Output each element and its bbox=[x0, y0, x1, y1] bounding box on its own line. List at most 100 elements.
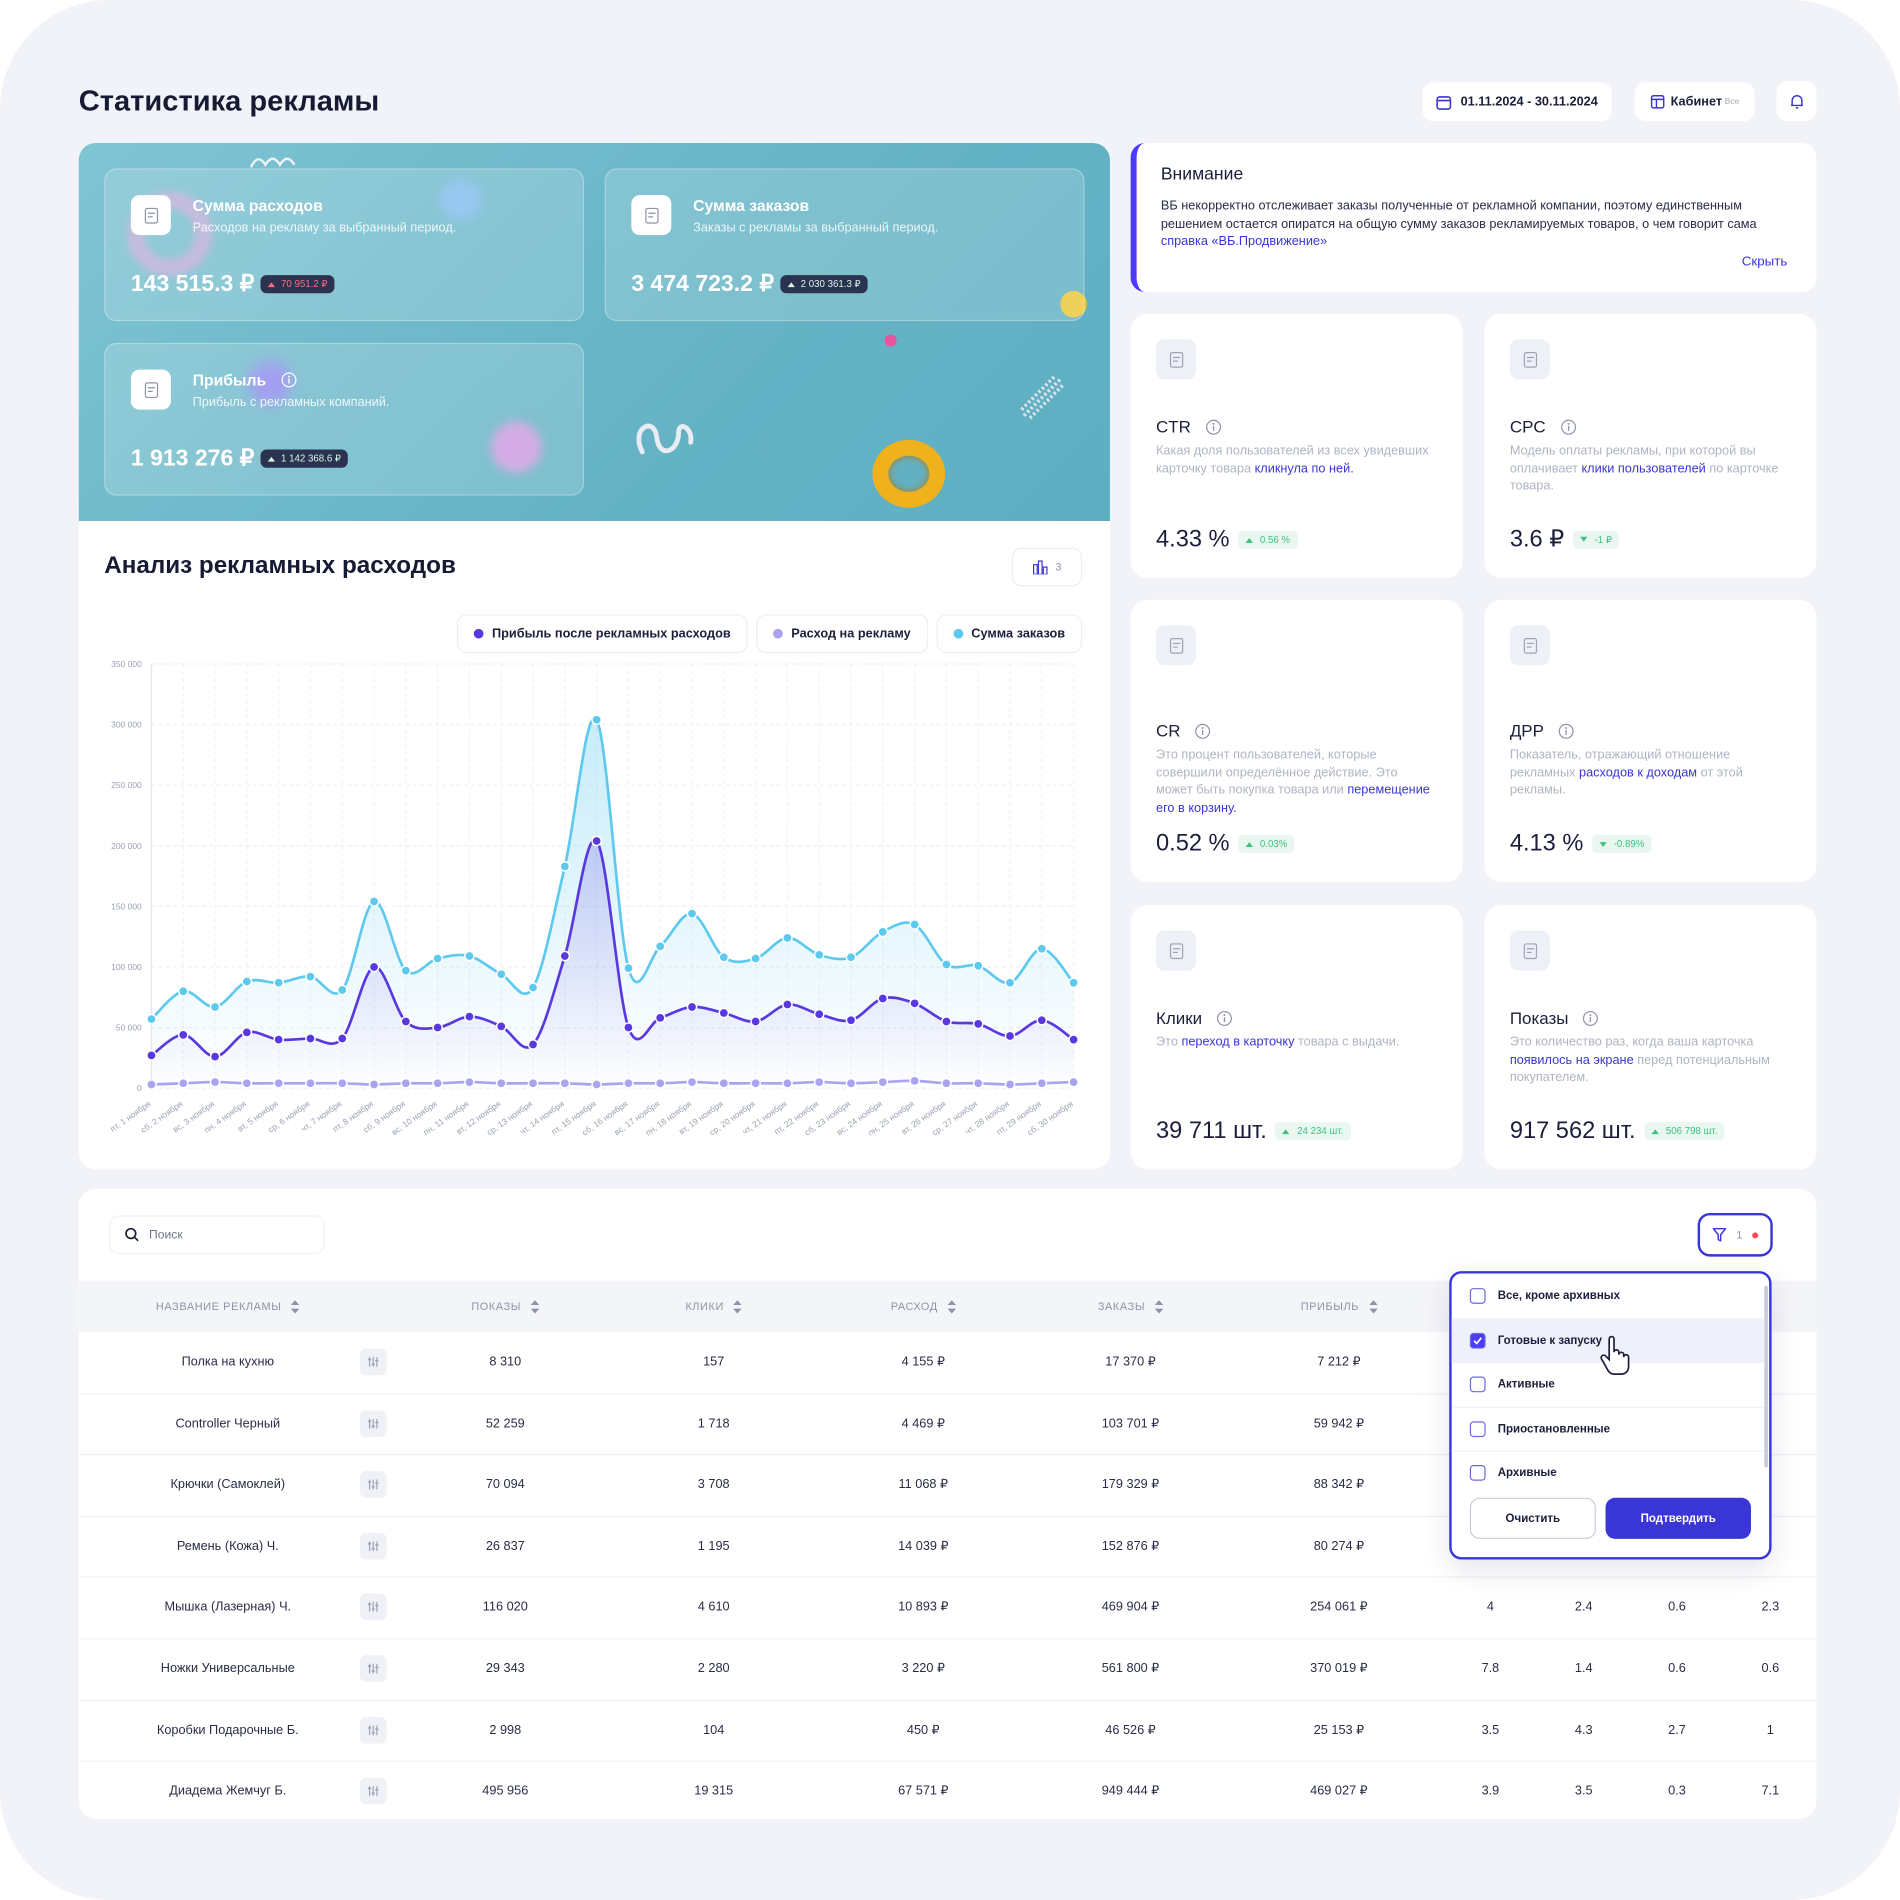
row-divider bbox=[78, 1699, 1817, 1701]
filter-option[interactable]: Приостановленные bbox=[1451, 1406, 1765, 1450]
description-link[interactable]: кликнула по ней. bbox=[1254, 461, 1354, 476]
column-header-text: КЛИКИ bbox=[685, 1300, 724, 1313]
data-point bbox=[559, 950, 571, 962]
summary-delta-text: 2 030 361.3 ₽ bbox=[800, 278, 861, 290]
summary-card: Сумма расходов Расходов на рекламу за выб… bbox=[104, 168, 585, 322]
data-point bbox=[941, 1016, 952, 1027]
date-picker[interactable]: 01.11.2024 - 30.11.2024 bbox=[1422, 82, 1612, 122]
table-cell: 1 195 bbox=[697, 1538, 730, 1554]
clear-button[interactable]: Очистить bbox=[1469, 1497, 1596, 1539]
table-cell: 2.4 bbox=[1574, 1599, 1593, 1615]
table-cell: 3 220 ₽ bbox=[901, 1661, 946, 1676]
column-header-text: НАЗВАНИЕ РЕКЛАМЫ bbox=[155, 1300, 282, 1313]
data-point bbox=[1004, 1030, 1016, 1042]
column-header[interactable]: НАЗВАНИЕ РЕКЛАМЫ bbox=[82, 1281, 373, 1332]
filter-option[interactable]: Готовые к запуску bbox=[1451, 1317, 1765, 1362]
metric-card: CTR Какая доля пользователей из всех увид… bbox=[1130, 313, 1463, 578]
decor bbox=[490, 421, 542, 473]
sliders-icon bbox=[368, 1357, 379, 1367]
sliders-icon bbox=[368, 1663, 379, 1674]
table-cell: 0.6 bbox=[1668, 1661, 1686, 1676]
row-settings-button[interactable] bbox=[359, 1655, 387, 1682]
legend-swatch bbox=[773, 628, 783, 639]
cabinet-select[interactable]: Кабинет Все bbox=[1634, 82, 1755, 122]
data-point bbox=[591, 1079, 602, 1090]
row-divider bbox=[78, 1576, 1817, 1579]
search-input[interactable]: Поиск bbox=[109, 1215, 325, 1255]
row-settings-button[interactable] bbox=[359, 1593, 387, 1621]
row-settings-button[interactable] bbox=[359, 1777, 387, 1805]
data-point bbox=[400, 1016, 412, 1027]
metric-value: 39 711 шт. bbox=[1155, 1117, 1267, 1144]
sort-down bbox=[1154, 1308, 1164, 1313]
data-point bbox=[368, 1079, 380, 1090]
delta-arrow bbox=[267, 281, 275, 287]
decor bbox=[1020, 375, 1064, 420]
info-dot bbox=[1212, 422, 1215, 425]
description-after: товара с выдачи. bbox=[1294, 1034, 1400, 1050]
card-icon bbox=[1523, 351, 1537, 368]
legend-item[interactable]: Прибыль после рекламных расходов bbox=[456, 614, 748, 654]
description-link[interactable]: переход в карточку bbox=[1181, 1034, 1295, 1050]
row-settings-button[interactable] bbox=[359, 1471, 387, 1498]
data-point bbox=[941, 959, 952, 970]
confirm-button[interactable]: Подтвердить bbox=[1605, 1497, 1751, 1539]
legend-item[interactable]: Расход на рекламу bbox=[756, 614, 928, 654]
column-header[interactable]: ПОКАЗЫ bbox=[360, 1281, 651, 1332]
row-settings-button[interactable] bbox=[359, 1409, 387, 1437]
data-point bbox=[336, 984, 348, 996]
metric-value-row: 4.13 % -0.89% bbox=[1510, 830, 1652, 858]
data-point bbox=[368, 961, 380, 973]
checkbox bbox=[1469, 1376, 1486, 1393]
filter-option[interactable]: Все, кроме архивных bbox=[1452, 1274, 1765, 1318]
description-link[interactable]: появилось на экране bbox=[1509, 1052, 1634, 1067]
row-settings-button[interactable] bbox=[359, 1716, 387, 1744]
delta-arrow bbox=[1599, 841, 1607, 847]
metric-icon bbox=[1509, 930, 1550, 971]
row-settings-button[interactable] bbox=[359, 1532, 387, 1560]
scrollbar bbox=[1764, 1285, 1768, 1468]
data-point bbox=[241, 1027, 253, 1038]
column-header[interactable]: КЛИКИ bbox=[568, 1281, 859, 1332]
notice-link[interactable]: справка «ВБ.Продвижение» bbox=[1160, 233, 1328, 249]
data-point bbox=[464, 950, 475, 962]
legend-swatch bbox=[473, 628, 484, 639]
description-link[interactable]: расходов к доходам bbox=[1579, 765, 1698, 780]
summary-subtitle: Расходов на рекламу за выбранный период. bbox=[192, 220, 457, 236]
y-tick-label: 150 000 bbox=[111, 901, 142, 911]
icon-shape bbox=[1169, 351, 1183, 368]
column-header[interactable]: ПРИБЫЛЬ bbox=[1194, 1281, 1485, 1332]
sort-icon bbox=[733, 1299, 743, 1313]
metric-delta: -0.89% bbox=[1591, 834, 1652, 854]
summary-subtitle: Заказы с рекламы за выбранный период. bbox=[693, 220, 939, 236]
table-cell: 3.5 bbox=[1574, 1783, 1593, 1799]
row-settings-button[interactable] bbox=[359, 1348, 387, 1376]
info-circle bbox=[1205, 419, 1221, 435]
info-dot bbox=[1201, 727, 1204, 729]
notice-hide[interactable]: Скрыть bbox=[1741, 254, 1788, 270]
table-cell: 104 bbox=[703, 1722, 725, 1738]
checkbox bbox=[1469, 1287, 1486, 1304]
chart-type-button[interactable]: 3 bbox=[1011, 547, 1083, 587]
data-point bbox=[432, 953, 443, 964]
notifications-button[interactable] bbox=[1776, 81, 1817, 122]
filter-option[interactable]: Архивные bbox=[1451, 1450, 1765, 1494]
summary-delta: 1 142 368.6 ₽ bbox=[260, 449, 349, 468]
table-cell: 29 343 bbox=[485, 1661, 525, 1676]
data-point bbox=[146, 1079, 157, 1090]
y-tick-label: 100 000 bbox=[111, 962, 142, 972]
filter-button[interactable]: 1 bbox=[1697, 1212, 1773, 1257]
metric-title: CTR bbox=[1156, 417, 1221, 436]
data-point bbox=[209, 1001, 221, 1013]
filter-option-label: Готовые к запуску bbox=[1497, 1333, 1603, 1347]
description-link[interactable]: клики пользователей bbox=[1581, 461, 1706, 476]
description-link[interactable]: перемещение его в корзину. bbox=[1155, 782, 1430, 815]
legend-item[interactable]: Сумма заказов bbox=[936, 614, 1083, 654]
sort-icon bbox=[1154, 1299, 1164, 1313]
data-point bbox=[177, 1029, 189, 1041]
info-circle bbox=[1560, 419, 1576, 435]
column-header[interactable]: ЗАКАЗЫ bbox=[985, 1281, 1276, 1332]
metric-value: 0.52 % bbox=[1155, 830, 1230, 857]
sort-icon bbox=[291, 1299, 300, 1313]
column-header[interactable]: РАСХОД bbox=[778, 1281, 1069, 1332]
